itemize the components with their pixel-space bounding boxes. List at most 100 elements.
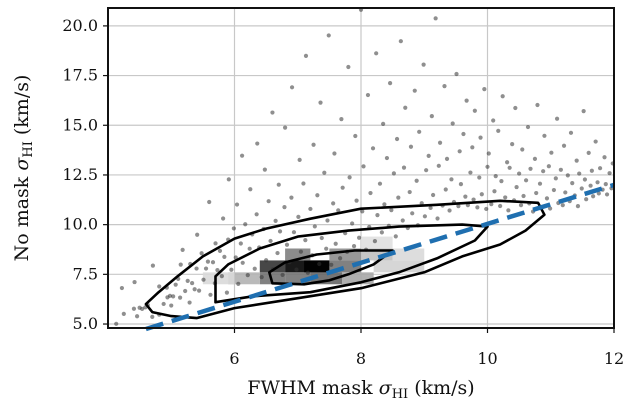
scatter-point — [384, 155, 390, 161]
scatter-point — [514, 184, 519, 190]
scatter-point — [298, 249, 304, 254]
scatter-point — [485, 164, 490, 169]
scatter-point — [597, 166, 603, 171]
scatter-point — [297, 157, 302, 162]
scatter-point — [387, 81, 393, 86]
contour-inner — [267, 249, 394, 286]
scatter-point — [464, 98, 469, 103]
scatter-point — [178, 262, 183, 267]
scatter-point — [472, 108, 477, 113]
scatter-point — [283, 125, 288, 130]
scatter-point — [226, 177, 231, 182]
scatter-point — [553, 176, 558, 181]
scatter-point — [324, 246, 329, 251]
scatter-point — [221, 216, 226, 221]
scatter-point — [444, 156, 450, 161]
scatter-point — [412, 88, 417, 93]
scatter-point — [532, 156, 538, 161]
scatter-point — [252, 266, 257, 271]
x-tick-label: 10 — [477, 349, 497, 368]
y-tick-label: 17.5 — [62, 66, 98, 85]
scatter-point — [370, 146, 376, 151]
scatter-point — [294, 267, 299, 272]
scatter-point — [275, 250, 280, 256]
scatter-point — [577, 171, 582, 176]
scatter-point — [318, 100, 323, 105]
scatter-point — [541, 169, 546, 174]
scatter-point — [499, 179, 504, 184]
scatter-point — [195, 232, 200, 237]
scatter-point — [231, 226, 236, 231]
scatter-point — [270, 110, 275, 115]
scatter-point — [346, 64, 351, 70]
scatter-point — [213, 241, 218, 246]
contour-outer — [144, 199, 546, 320]
scatter-point — [247, 246, 252, 251]
scatter-point — [243, 222, 248, 227]
scatter-point — [443, 187, 448, 192]
scatter-point — [353, 133, 358, 139]
scatter-point — [403, 105, 408, 110]
scatter-point — [458, 181, 464, 187]
scatter-point — [347, 175, 352, 180]
scatter-point — [161, 301, 166, 307]
scatter-point — [401, 165, 407, 170]
scatter-point — [276, 182, 281, 187]
scatter-point — [368, 190, 373, 196]
scatter-point — [332, 151, 337, 156]
scatter-point — [442, 84, 447, 89]
y-tick-label: 5.0 — [73, 314, 98, 333]
scatter-point — [528, 166, 533, 171]
scatter-point — [437, 140, 443, 145]
scatter-point — [435, 216, 440, 221]
scatter-point — [410, 211, 415, 216]
scatter-point — [463, 194, 468, 199]
scatter-point — [280, 272, 285, 278]
scatter-point — [433, 16, 438, 21]
density-contours — [144, 199, 546, 320]
scatter-point — [317, 261, 322, 267]
scatter-point — [603, 181, 608, 187]
scatter-point — [372, 239, 378, 244]
x-tick-label: 8 — [356, 349, 366, 368]
scatter-point — [486, 151, 491, 156]
scatter-point — [379, 230, 384, 235]
scatter-point — [305, 270, 310, 275]
scatter-point — [289, 85, 295, 90]
scatter-point — [456, 204, 461, 209]
scatter-point — [498, 203, 503, 209]
scatter-point — [396, 195, 401, 200]
scatter-point — [169, 303, 174, 308]
scatter-point — [264, 258, 269, 263]
scatter-point — [180, 247, 185, 252]
scatter-point — [496, 128, 501, 133]
scatter-point — [308, 206, 313, 212]
scatter-point — [475, 205, 480, 210]
scatter-point — [354, 198, 359, 203]
scatter-point — [291, 230, 297, 235]
y-axis-ticks: 5.0 7.5 10.0 12.5 15.0 17.5 20.0 — [62, 16, 108, 333]
scatter-point — [190, 280, 195, 286]
density-heatmap — [202, 236, 425, 285]
scatter-point — [422, 214, 427, 219]
scatter-point — [478, 135, 483, 140]
scatter-point — [222, 254, 227, 259]
scatter-point — [505, 160, 510, 165]
density-cell — [329, 260, 361, 273]
scatter-point — [424, 168, 429, 173]
scatter-point — [510, 142, 515, 147]
density-cell — [228, 272, 260, 285]
scatter-point — [315, 193, 320, 198]
scatter-point — [187, 300, 192, 305]
x-axis-label: FWHM mask σHI (km/s) — [247, 377, 474, 402]
scatter-point — [534, 190, 539, 196]
y-tick-label: 10.0 — [62, 215, 98, 234]
scatter-point — [375, 213, 380, 218]
scatter-point — [471, 197, 476, 202]
scatter-point — [579, 186, 584, 191]
scatter-point — [296, 214, 301, 219]
scatter-point — [523, 178, 529, 183]
scatter-point — [482, 86, 487, 92]
scatter-point — [173, 282, 178, 287]
density-cell — [373, 260, 425, 273]
